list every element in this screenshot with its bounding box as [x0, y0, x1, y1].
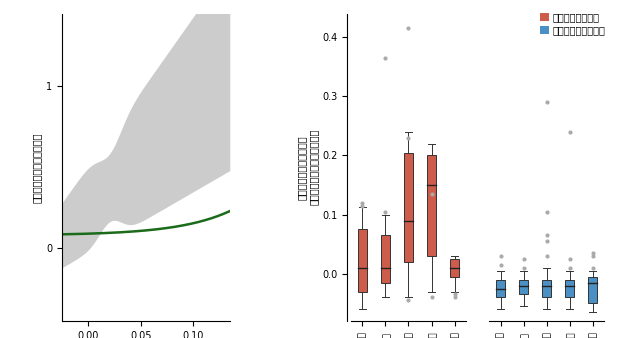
Point [542, 100, 552, 105]
Point [381, 55, 391, 61]
Point [565, 129, 575, 135]
Point [565, 265, 575, 270]
Bar [542, 280, 551, 297]
Point [358, 203, 368, 209]
Bar [358, 230, 367, 291]
Point [404, 135, 414, 141]
Y-axis label: 持続的無反応の獲得可能性: 持続的無反応の獲得可能性 [32, 132, 42, 202]
Point [542, 254, 552, 259]
Bar [427, 155, 436, 256]
Point [588, 250, 598, 256]
Point [588, 254, 598, 259]
Point [450, 295, 459, 300]
Point [381, 209, 391, 214]
Y-axis label: ビフィドバクテリウム科
脳内細菌モジュールの豊富さ: ビフィドバクテリウム科 脳内細菌モジュールの豊富さ [296, 129, 318, 206]
Point [495, 262, 505, 268]
Bar [381, 235, 391, 283]
Point [542, 239, 552, 244]
Point [518, 265, 528, 270]
Point [404, 298, 414, 303]
Bar [588, 277, 598, 304]
Point [450, 292, 459, 297]
Point [495, 254, 505, 259]
Point [358, 200, 368, 206]
Point [565, 256, 575, 262]
Bar [450, 259, 459, 277]
Point [518, 256, 528, 262]
Point [588, 265, 598, 270]
Bar [519, 280, 528, 294]
Bar [466, 14, 489, 321]
Point [542, 233, 552, 238]
Point [427, 191, 436, 197]
Bar [565, 280, 575, 297]
Legend: 持続的無反応獲得, 持続的無反応非獲得: 持続的無反応獲得, 持続的無反応非獲得 [540, 12, 605, 35]
Bar [496, 280, 505, 297]
Bar [404, 152, 414, 262]
Point [542, 209, 552, 214]
Point [427, 295, 436, 300]
Point [404, 26, 414, 31]
